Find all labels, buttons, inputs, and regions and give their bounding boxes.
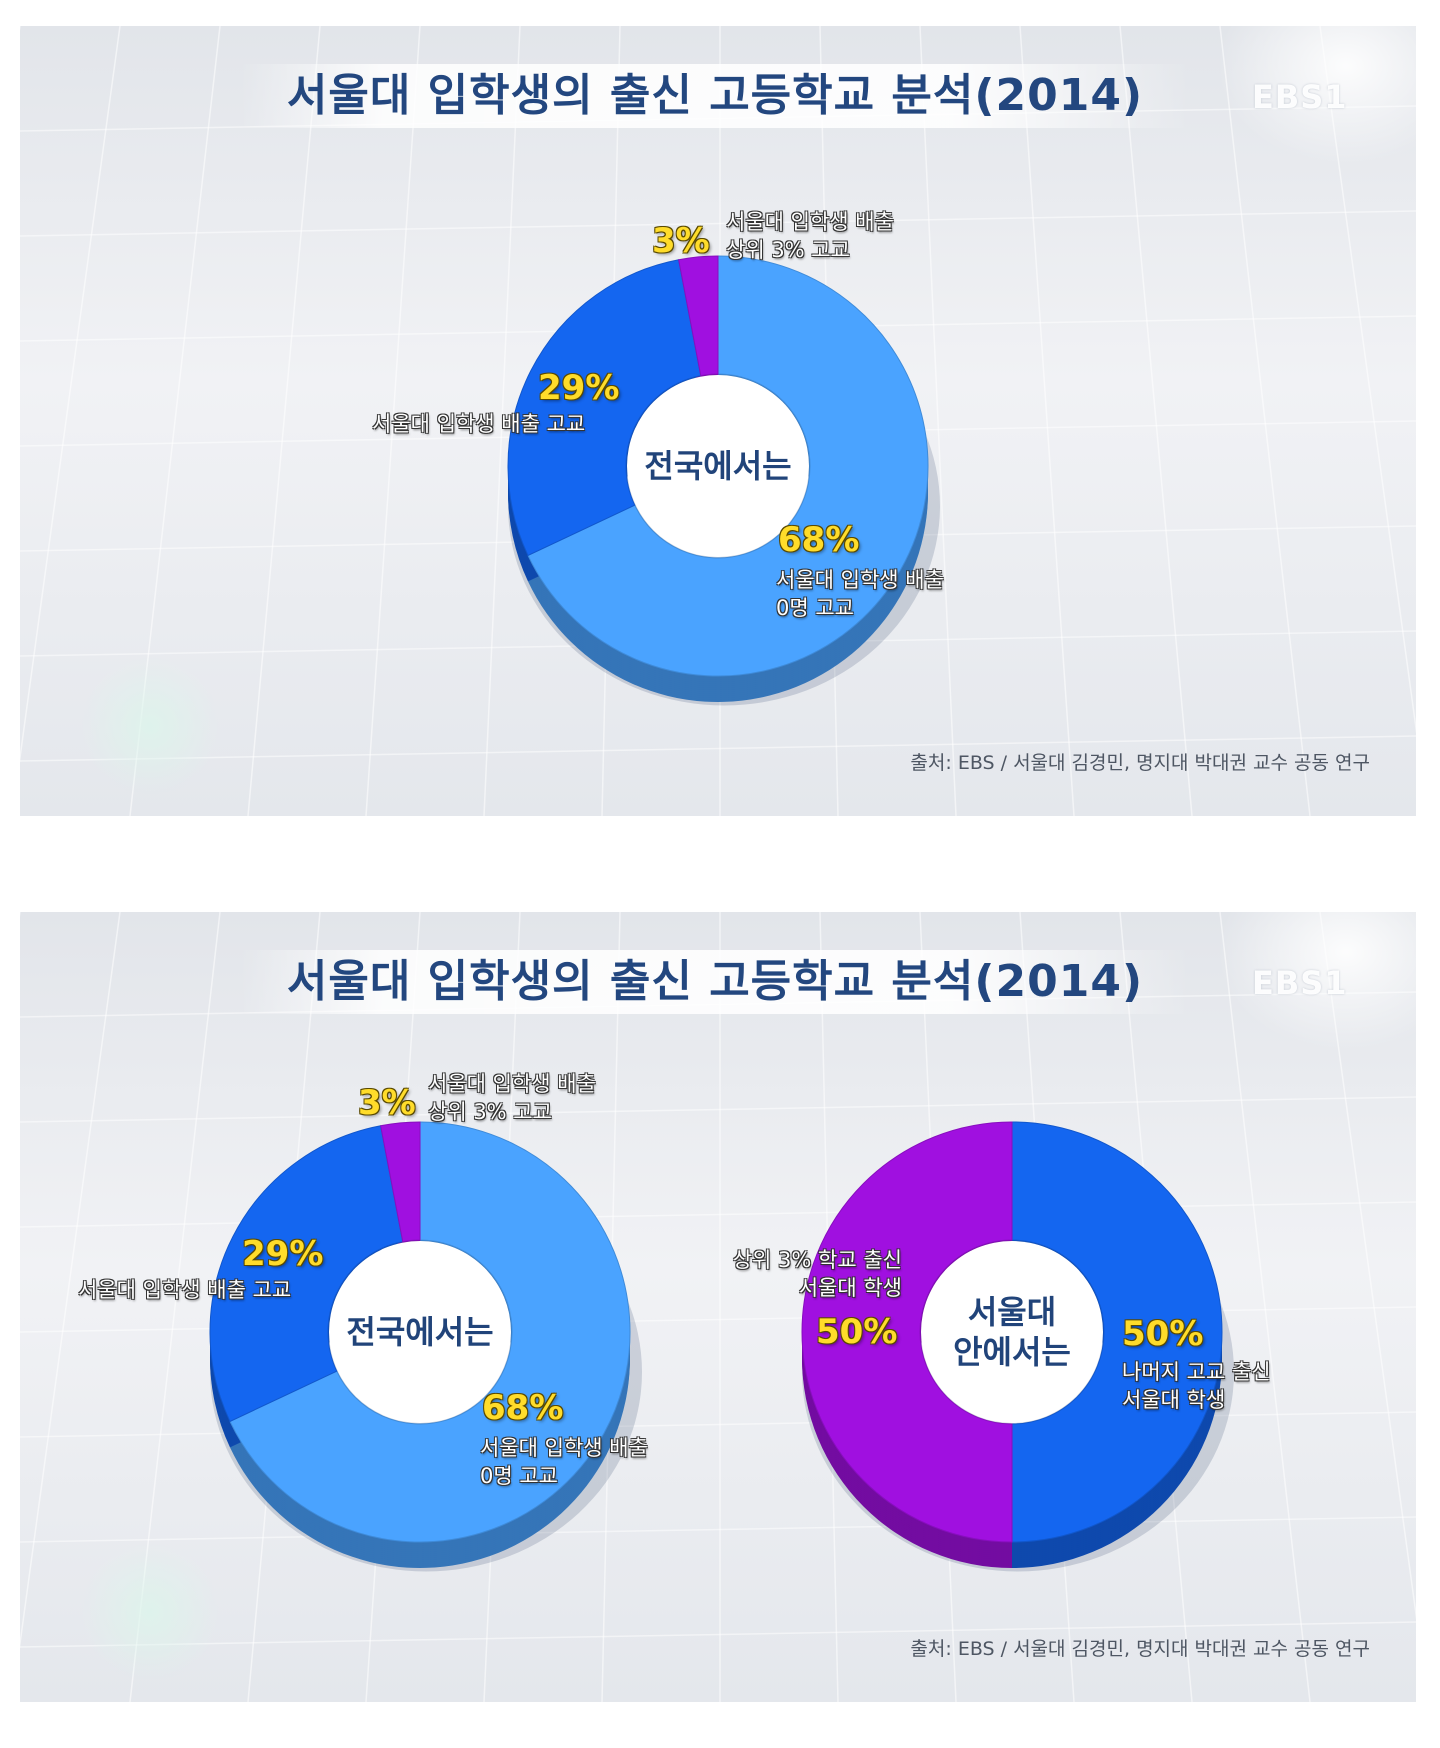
slice-description-label: 서울대 입학생 배출 상위 3% 고교 — [726, 210, 894, 262]
ebs1-logo: EBS1 — [1252, 964, 1348, 1002]
slice-percent-label: 29% — [538, 368, 620, 408]
donut-slice — [527, 255, 929, 677]
donut-center-label: 전국에서는 — [346, 1313, 494, 1351]
donut-slice — [507, 259, 702, 557]
slice-percent-label: 3% — [652, 221, 710, 261]
donut-hole — [627, 375, 809, 557]
slice-percent-label: 50% — [816, 1312, 898, 1352]
donut-slice — [209, 1125, 404, 1423]
title-bar — [240, 64, 1190, 128]
donut-hole — [329, 1241, 511, 1423]
source-note: 출처: EBS / 서울대 김경민, 명지대 박대권 교수 공동 연구 — [910, 752, 1370, 774]
slice-description-label: 서울대 입학생 배출 0명 고교 — [480, 1436, 648, 1488]
donut-chart-national — [209, 1121, 642, 1572]
slice-percent-label: 29% — [242, 1234, 324, 1274]
slice-description-label: 나머지 고교 출신 서울대 학생 — [1122, 1360, 1271, 1412]
slice-description-label: 서울대 입학생 배출 상위 3% 고교 — [428, 1072, 596, 1124]
title-bar — [240, 950, 1190, 1014]
light-glow — [80, 1542, 220, 1682]
donut-slice — [801, 1121, 1013, 1543]
slice-percent-label: 50% — [1122, 1314, 1204, 1354]
chart-title: 서울대 입학생의 출신 고등학교 분석(2014) — [286, 956, 1144, 1007]
chart-frame-1: 서울대 입학생의 출신 고등학교 분석(2014) EBS1 전국에서는 3% … — [20, 26, 1416, 816]
donut-center-label: 서울대 안에서는 — [953, 1293, 1071, 1371]
donut-chart-snu — [801, 1121, 1234, 1572]
donut-hole — [921, 1241, 1103, 1423]
light-glare — [1216, 912, 1416, 1052]
slice-description-label: 서울대 입학생 배출 고교 — [372, 412, 586, 436]
light-glow — [80, 656, 220, 796]
donut-slice — [1011, 1121, 1223, 1543]
slice-percent-label: 68% — [778, 520, 860, 560]
donut-slice — [380, 1121, 421, 1243]
ebs1-logo: EBS1 — [1252, 78, 1348, 116]
chart-title: 서울대 입학생의 출신 고등학교 분석(2014) — [286, 70, 1144, 121]
chart-frame-2: 서울대 입학생의 출신 고등학교 분석(2014) EBS1 전국에서는 3% … — [20, 912, 1416, 1702]
donut-chart-national — [507, 255, 940, 706]
source-note: 출처: EBS / 서울대 김경민, 명지대 박대권 교수 공동 연구 — [910, 1638, 1370, 1660]
slice-description-label: 서울대 입학생 배출 고교 — [78, 1278, 292, 1302]
donut-center-label: 전국에서는 — [644, 447, 792, 485]
donut-slice — [678, 255, 719, 377]
slice-percent-label: 3% — [358, 1083, 416, 1123]
light-glare — [1216, 26, 1416, 166]
donut-slice — [229, 1121, 631, 1543]
slice-description-label: 서울대 입학생 배출 0명 고교 — [776, 568, 944, 620]
slice-percent-label: 68% — [482, 1388, 564, 1428]
slice-description-label: 상위 3% 학교 출신 서울대 학생 — [732, 1248, 902, 1300]
